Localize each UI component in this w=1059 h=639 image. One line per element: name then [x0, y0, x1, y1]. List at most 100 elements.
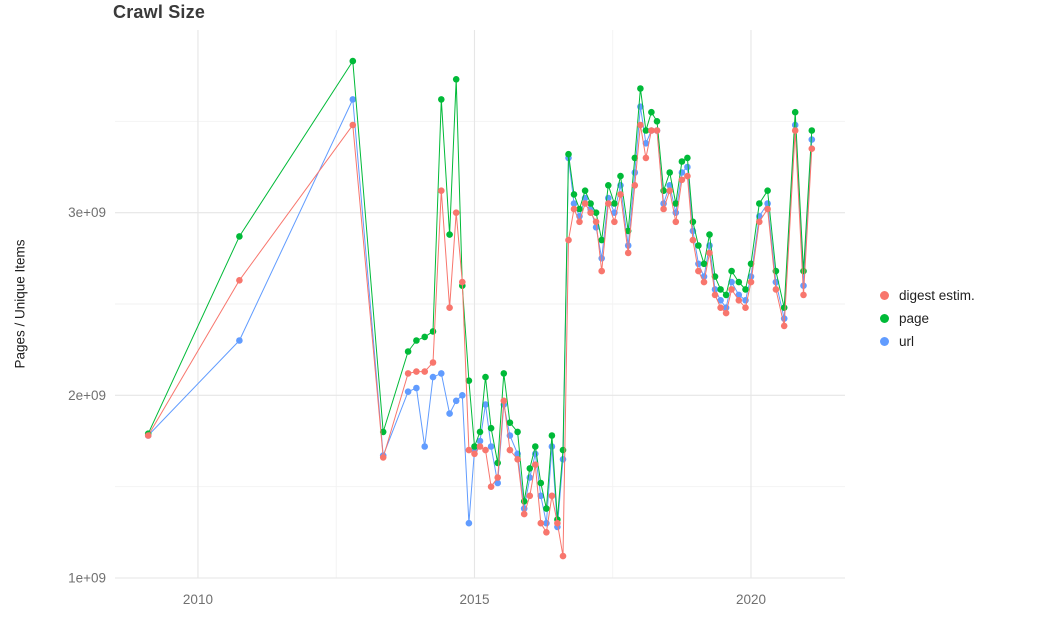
- data-point-page: [660, 187, 667, 194]
- data-point-page: [689, 218, 697, 226]
- data-point-page: [598, 236, 605, 244]
- data-point-page: [576, 205, 583, 213]
- data-point-digest-estim: [581, 200, 589, 207]
- data-point-url: [494, 479, 502, 487]
- data-point-digest-estim: [526, 492, 534, 500]
- data-point-digest-estim: [666, 187, 673, 194]
- data-point-page: [506, 419, 514, 427]
- data-point-page: [500, 370, 508, 377]
- data-point-digest-estim: [717, 304, 724, 312]
- legend-label: page: [899, 311, 930, 326]
- data-point-digest-estim: [808, 145, 816, 152]
- data-point-page: [587, 200, 594, 207]
- data-point-page: [800, 267, 807, 275]
- data-point-page: [764, 187, 771, 194]
- data-point-page: [438, 96, 445, 103]
- data-point-url: [452, 397, 460, 405]
- data-point-page: [678, 158, 686, 165]
- data-point-page: [421, 333, 429, 341]
- data-point-digest-estim: [576, 218, 583, 226]
- data-point-digest-estim: [559, 552, 567, 560]
- data-point-digest-estim: [404, 370, 412, 377]
- y-tick-label: 1e+09: [68, 571, 106, 586]
- y-tick-label: 2e+09: [68, 388, 106, 403]
- series-page: [144, 57, 816, 523]
- legend-item-digest-estim: digest estim.: [880, 288, 975, 303]
- data-point-url: [404, 388, 412, 396]
- data-point-page: [711, 273, 719, 280]
- x-tick-label: 2020: [736, 592, 766, 607]
- data-point-digest-estim: [494, 474, 502, 481]
- data-point-page: [756, 200, 763, 207]
- data-point-digest-estim: [570, 205, 578, 213]
- data-point-digest-estim: [605, 200, 612, 207]
- gridlines: [115, 30, 845, 579]
- data-point-page: [532, 443, 539, 450]
- data-point-url: [421, 443, 429, 450]
- data-point-digest-estim: [756, 218, 763, 226]
- data-point-page: [446, 231, 453, 238]
- data-point-page: [465, 377, 473, 385]
- data-point-digest-estim: [429, 359, 437, 366]
- data-point-url: [548, 443, 556, 450]
- series-digest-estim: [144, 121, 816, 560]
- data-point-url: [684, 163, 691, 171]
- data-point-digest-estim: [660, 205, 667, 213]
- data-point-digest-estim: [642, 154, 650, 162]
- data-point-url: [598, 254, 605, 262]
- data-point-url: [487, 443, 495, 450]
- data-point-digest-estim: [747, 278, 755, 286]
- data-point-digest-estim: [532, 461, 539, 469]
- legend-point-icon: [880, 291, 889, 300]
- data-point-digest-estim: [695, 267, 702, 275]
- data-point-page: [611, 200, 618, 207]
- data-point-page: [514, 428, 521, 436]
- data-point-page: [236, 233, 243, 240]
- legend-item-page: page: [880, 311, 975, 326]
- series-url: [144, 96, 816, 531]
- data-point-digest-estim: [722, 309, 730, 317]
- data-point-digest-estim: [379, 454, 387, 461]
- data-point-digest-estim: [482, 446, 489, 454]
- data-point-digest-estim: [631, 182, 639, 189]
- data-point-url: [747, 273, 755, 280]
- data-point-page: [570, 191, 578, 198]
- data-point-digest-estim: [678, 176, 686, 184]
- data-point-page: [648, 108, 655, 116]
- data-point-digest-estim: [800, 291, 807, 299]
- data-point-url: [711, 286, 719, 293]
- data-point-digest-estim: [471, 450, 478, 458]
- data-point-digest-estim: [500, 397, 508, 405]
- data-point-url: [349, 96, 357, 103]
- axis-tick-labels: 1e+09 2e+09 3e+09 2010 2015 2020: [68, 205, 766, 607]
- data-point-page: [537, 479, 545, 487]
- data-point-page: [642, 127, 650, 134]
- data-point-digest-estim: [592, 218, 600, 226]
- data-point-digest-estim: [742, 304, 749, 312]
- data-point-page: [543, 505, 550, 512]
- data-point-digest-estim: [514, 456, 521, 463]
- data-point-url: [631, 169, 639, 176]
- data-point-digest-estim: [487, 483, 495, 491]
- data-point-digest-estim: [438, 187, 445, 194]
- data-point-page: [631, 154, 639, 162]
- data-point-digest-estim: [537, 519, 545, 527]
- data-point-page: [404, 348, 412, 355]
- data-point-page: [379, 428, 387, 436]
- data-point-page: [452, 76, 460, 83]
- data-point-page: [471, 443, 478, 450]
- data-point-digest-estim: [598, 267, 605, 275]
- data-point-page: [349, 57, 357, 65]
- data-point-url: [735, 291, 743, 299]
- data-point-url: [236, 337, 243, 344]
- data-point-url: [642, 140, 650, 147]
- legend-label: url: [899, 334, 915, 349]
- data-point-digest-estim: [421, 368, 429, 375]
- data-point-page: [735, 278, 743, 286]
- x-tick-label: 2010: [183, 592, 213, 607]
- legend-item-url: url: [880, 334, 975, 349]
- data-point-url: [717, 297, 724, 304]
- data-point-page: [581, 187, 589, 194]
- data-point-url: [446, 410, 453, 417]
